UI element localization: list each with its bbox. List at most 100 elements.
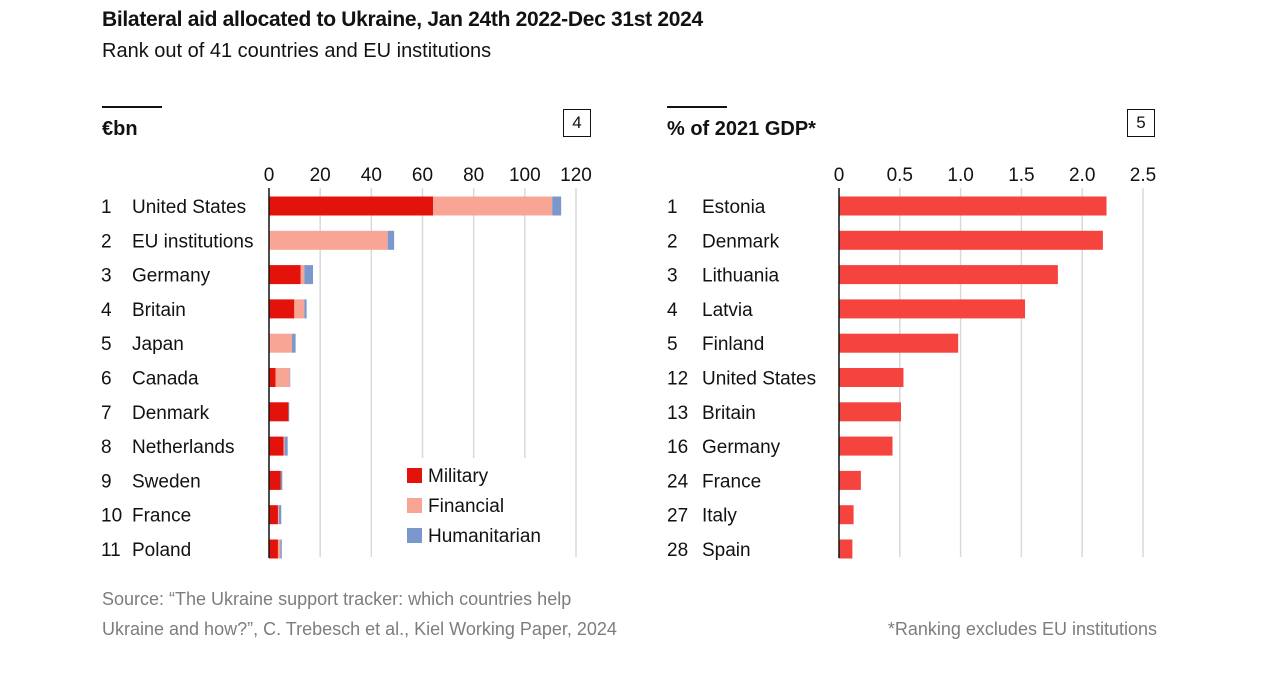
legend-label-financial: Financial <box>428 496 504 517</box>
left-bar-financial <box>294 299 305 319</box>
right-unit-label: % of 2021 GDP* <box>667 118 816 140</box>
left-bar-humanitarian <box>552 196 562 216</box>
right-tick-label: 1.5 <box>1008 165 1034 186</box>
left-category-label: Netherlands <box>132 437 234 458</box>
left-bar-financial <box>277 505 279 525</box>
left-bar-humanitarian <box>292 333 296 353</box>
right-rank-label: 1 <box>667 197 678 218</box>
left-rank-label: 1 <box>101 197 112 218</box>
left-panel-rule <box>102 106 162 108</box>
right-rank-label: 24 <box>667 471 689 492</box>
left-rank-label: 6 <box>101 369 112 390</box>
right-tick-label: 2.0 <box>1069 165 1095 186</box>
right-rank-label: 27 <box>667 506 688 527</box>
legend-label-humanitarian: Humanitarian <box>428 526 541 547</box>
left-category-label: Britain <box>132 300 186 321</box>
left-bar-military <box>269 402 289 422</box>
right-bar <box>839 333 959 353</box>
right-bar <box>839 470 861 490</box>
left-category-label: Sweden <box>132 471 201 492</box>
left-bar-military <box>269 436 284 456</box>
left-bar-military <box>269 505 278 525</box>
left-bar-military <box>269 299 295 319</box>
right-rank-label: 13 <box>667 403 688 424</box>
left-tick-label: 20 <box>310 165 331 186</box>
right-panel-rule <box>667 106 727 108</box>
chart-subtitle: Rank out of 41 countries and EU institut… <box>102 40 492 62</box>
left-unit-label: €bn <box>102 118 138 140</box>
right-category-label: Latvia <box>702 300 753 321</box>
left-tick-label: 60 <box>412 165 433 186</box>
left-panel-number: 4 <box>563 109 591 137</box>
right-category-label: Finland <box>702 334 764 355</box>
right-panel-number: 5 <box>1127 109 1155 137</box>
left-category-label: Poland <box>132 540 191 561</box>
right-bar <box>839 539 853 559</box>
left-bar-financial <box>269 333 293 353</box>
right-category-label: Italy <box>702 506 737 527</box>
right-category-label: Germany <box>702 437 781 458</box>
right-tick-label: 0.5 <box>887 165 913 186</box>
left-bar-military <box>269 265 301 285</box>
right-rank-label: 12 <box>667 369 688 390</box>
right-category-label: Lithuania <box>702 266 780 287</box>
right-category-label: United States <box>702 369 816 390</box>
legend-swatch-military <box>407 468 422 483</box>
left-bar-humanitarian <box>278 505 282 525</box>
left-bar-humanitarian <box>289 368 291 387</box>
left-category-label: France <box>132 506 191 527</box>
left-bar-humanitarian <box>288 402 290 422</box>
left-bar-financial <box>432 196 553 216</box>
right-tick-label: 1.0 <box>947 165 973 186</box>
left-category-label: Denmark <box>132 403 210 424</box>
right-bar <box>839 230 1103 250</box>
right-bar <box>839 196 1107 216</box>
left-tick-label: 100 <box>509 165 541 186</box>
left-category-label: Germany <box>132 266 211 287</box>
right-category-label: France <box>702 471 761 492</box>
left-bar-financial <box>283 436 285 456</box>
left-rank-label: 4 <box>101 300 112 321</box>
left-bar-humanitarian <box>280 539 282 559</box>
left-bar-financial <box>269 230 388 250</box>
right-bar <box>839 505 854 525</box>
left-bar-military <box>269 470 281 490</box>
right-rank-label: 4 <box>667 300 678 321</box>
right-rank-label: 28 <box>667 540 688 561</box>
left-bar-military <box>269 539 278 559</box>
right-tick-label: 0 <box>834 165 845 186</box>
left-rank-label: 3 <box>101 266 112 287</box>
left-rank-label: 2 <box>101 231 112 252</box>
left-tick-label: 120 <box>560 165 592 186</box>
left-tick-label: 0 <box>264 165 275 186</box>
left-rank-label: 8 <box>101 437 112 458</box>
left-rank-label: 5 <box>101 334 112 355</box>
left-bar-humanitarian <box>387 230 395 250</box>
left-category-label: Canada <box>132 369 199 390</box>
right-bar <box>839 265 1058 285</box>
legend-background <box>398 458 558 558</box>
right-rank-label: 5 <box>667 334 678 355</box>
right-category-label: Estonia <box>702 197 766 218</box>
left-bar-humanitarian <box>304 265 314 285</box>
left-bar-financial <box>300 265 305 285</box>
left-bar-military <box>269 196 433 216</box>
left-bar-financial <box>277 539 281 559</box>
left-bar-humanitarian <box>284 436 288 456</box>
left-rank-label: 9 <box>101 471 112 492</box>
left-category-label: Japan <box>132 334 184 355</box>
left-category-label: United States <box>132 197 246 218</box>
legend-swatch-financial <box>407 498 422 513</box>
right-bar <box>839 436 893 456</box>
left-bar-military <box>269 368 276 387</box>
left-rank-label: 11 <box>101 540 121 561</box>
right-rank-label: 16 <box>667 437 688 458</box>
legend-label-military: Military <box>428 466 489 487</box>
chart-title: Bilateral aid allocated to Ukraine, Jan … <box>102 8 703 31</box>
left-tick-label: 40 <box>361 165 382 186</box>
left-bar-humanitarian <box>280 470 283 490</box>
footnote: *Ranking excludes EU institutions <box>887 619 1157 639</box>
left-rank-label: 7 <box>101 403 112 424</box>
left-bar-humanitarian <box>304 299 307 319</box>
